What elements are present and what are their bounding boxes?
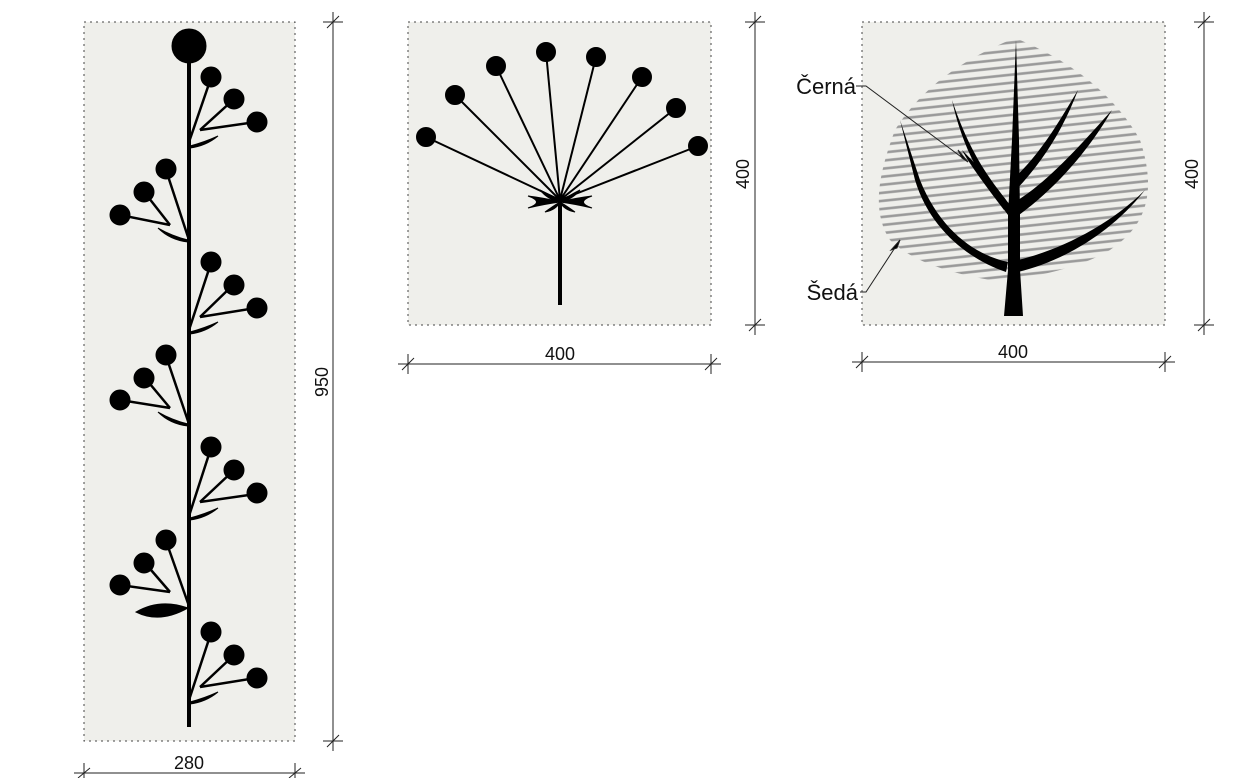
width-dimension — [398, 354, 721, 374]
panel-umbel: 400 400 — [398, 12, 765, 374]
panel-leaf: Černá Šedá 400 400 — [796, 12, 1214, 372]
height-dimension — [745, 12, 765, 335]
height-label: 950 — [312, 367, 332, 397]
width-dimension — [852, 352, 1175, 372]
callout-grey — [860, 239, 901, 293]
height-label: 400 — [1182, 159, 1202, 189]
umbel-flower-icon — [416, 42, 708, 305]
width-label: 400 — [998, 342, 1028, 362]
callout-grey-label: Šedá — [807, 280, 859, 305]
height-dimension — [1194, 12, 1214, 335]
callout-black-label: Černá — [796, 74, 857, 99]
height-dimension — [323, 12, 343, 751]
plant-with-berries-icon — [109, 28, 268, 727]
callout-black — [856, 85, 969, 163]
width-label: 400 — [545, 344, 575, 364]
height-label: 400 — [733, 159, 753, 189]
width-dimension — [74, 763, 305, 778]
width-label: 280 — [174, 753, 204, 773]
panel-stem-plant: 280 950 — [74, 12, 343, 778]
